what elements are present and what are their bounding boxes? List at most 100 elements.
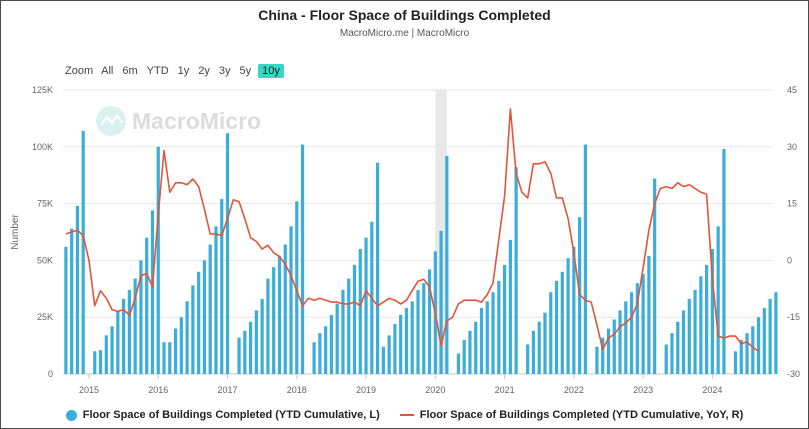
bar	[300, 144, 305, 374]
bar	[572, 246, 576, 374]
bar	[693, 289, 697, 374]
bar	[554, 280, 559, 374]
zoom-1y-button[interactable]: 1y	[177, 65, 190, 77]
x-tick-label: 2015	[79, 385, 99, 395]
bar	[214, 226, 218, 374]
y-left-tick-label: 0	[48, 369, 53, 379]
x-tick-label: 2017	[217, 385, 237, 395]
y-right-tick-label: 30	[787, 142, 797, 152]
bar	[416, 289, 420, 374]
bar	[381, 346, 385, 374]
legend-line-label: Floor Space of Buildings Completed (YTD …	[419, 409, 744, 421]
bar	[647, 255, 651, 374]
legend-bar-label: Floor Space of Buildings Completed (YTD …	[82, 409, 380, 421]
zoom-all-button[interactable]: All	[101, 65, 114, 77]
bar	[526, 344, 530, 374]
legend-item-line[interactable]: Floor Space of Buildings Completed (YTD …	[399, 409, 744, 421]
bar	[260, 299, 264, 374]
y-right-tick-label: 15	[787, 199, 797, 209]
bar	[75, 205, 80, 374]
bar	[375, 162, 380, 374]
legend-bar-marker	[65, 409, 77, 421]
bar	[670, 333, 674, 374]
y-right-tick-label: 0	[787, 255, 792, 265]
bar	[699, 276, 703, 374]
bar	[156, 146, 160, 374]
bar	[225, 133, 230, 374]
bar	[191, 285, 195, 374]
bar	[624, 301, 628, 374]
zoom-label: Zoom	[65, 65, 94, 77]
zoom-3y-button[interactable]: 3y	[218, 65, 231, 77]
bar	[318, 333, 322, 374]
zoom-6m-button[interactable]: 6m	[122, 65, 138, 77]
bar	[243, 330, 247, 374]
bar	[312, 342, 316, 374]
bar	[179, 317, 183, 374]
zoom-10y-button[interactable]: 10y	[258, 64, 284, 78]
bar	[537, 321, 541, 374]
bar	[618, 310, 622, 374]
bar	[237, 337, 241, 374]
bar	[531, 330, 536, 374]
bar	[768, 299, 772, 374]
bar	[491, 292, 495, 374]
bar	[601, 337, 605, 374]
bar	[70, 228, 74, 374]
bar	[722, 149, 726, 374]
bar	[133, 278, 137, 374]
bar	[710, 249, 714, 374]
x-tick-label: 2020	[425, 385, 445, 395]
bar	[347, 278, 351, 374]
bar	[173, 328, 178, 374]
watermark-text: MacroMicro	[132, 108, 261, 134]
bar	[116, 310, 120, 374]
bar	[508, 239, 512, 374]
y-left-tick-label: 125K	[32, 85, 53, 95]
bar	[266, 278, 270, 374]
bar	[745, 333, 749, 374]
bar	[352, 264, 357, 374]
bar	[606, 328, 611, 374]
bar	[560, 271, 564, 374]
y-left-tick-label: 75K	[37, 199, 53, 209]
bar	[145, 237, 149, 374]
yoy-line	[65, 108, 760, 352]
bar	[514, 167, 518, 374]
bar	[635, 283, 639, 374]
y-right-tick-label: 45	[787, 85, 797, 95]
bar	[283, 244, 287, 374]
bar	[329, 314, 334, 374]
bar	[762, 308, 766, 374]
x-tick-label: 2024	[702, 385, 722, 395]
zoom-5y-button[interactable]: 5y	[239, 65, 252, 77]
x-tick-label: 2021	[495, 385, 515, 395]
chart-plot: 0 -30 25K -15 50K 0 75K 15 100K 30 125K 45 Number 201…	[10, 85, 800, 395]
bar	[93, 351, 97, 374]
bar	[468, 330, 472, 374]
zoom-ytd-button[interactable]: YTD	[146, 65, 169, 77]
bar	[733, 351, 738, 374]
y-left-tick-label: 25K	[37, 312, 53, 322]
bar	[756, 317, 761, 374]
bar	[220, 199, 224, 374]
bar	[612, 319, 616, 374]
legend-item-bars[interactable]: Floor Space of Buildings Completed (YTD …	[65, 409, 380, 421]
bar	[676, 321, 680, 374]
legend: Floor Space of Buildings Completed (YTD …	[1, 409, 808, 421]
bar	[422, 283, 426, 374]
bar	[185, 301, 189, 374]
y-left-tick-label: 100K	[32, 142, 53, 152]
zoom-2y-button[interactable]: 2y	[198, 65, 210, 77]
x-tick-label: 2019	[356, 385, 376, 395]
bar	[739, 339, 743, 374]
bar	[393, 324, 397, 374]
y-right-tick-label: -15	[787, 312, 800, 322]
bar	[399, 314, 403, 374]
bar	[485, 301, 489, 374]
bar	[295, 201, 299, 374]
bar	[197, 271, 201, 374]
bar	[122, 299, 126, 374]
bar	[150, 210, 155, 374]
